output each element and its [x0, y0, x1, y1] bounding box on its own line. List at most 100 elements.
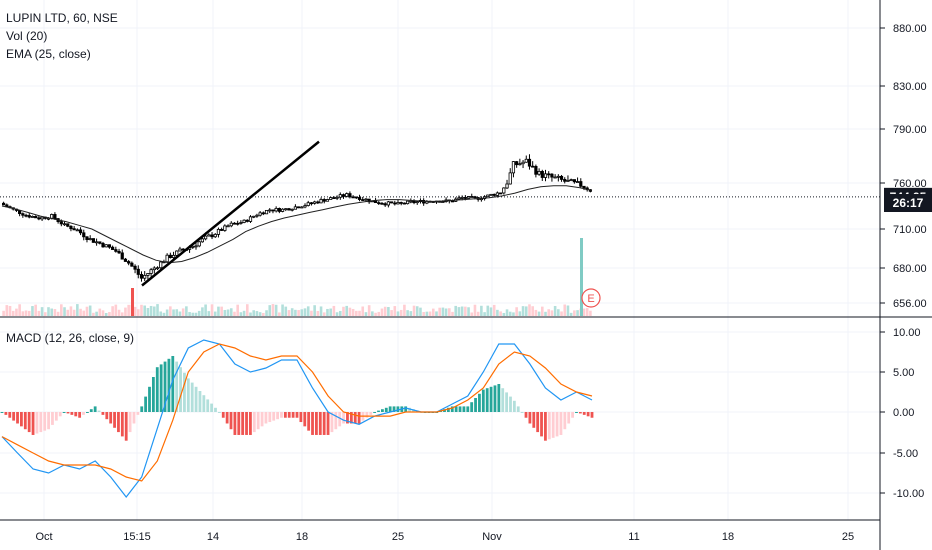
volume-bar [8, 305, 12, 316]
candle [412, 199, 416, 205]
macd-hist-bar [210, 403, 214, 412]
candle [518, 158, 522, 166]
candle [220, 227, 224, 232]
time-tick-label: 25 [842, 531, 854, 543]
macd-hist-bar [31, 412, 35, 435]
volume-bar [140, 304, 143, 316]
candle [444, 197, 448, 203]
macd-hist-bar [51, 412, 54, 425]
volume-bar [531, 306, 534, 316]
volume-bar [43, 312, 47, 316]
vol-legend[interactable]: Vol (20) [6, 29, 48, 43]
volume-bar [425, 311, 429, 316]
candle [559, 174, 564, 182]
volume-bar [473, 304, 477, 316]
candle [197, 240, 201, 248]
volume-bar [496, 309, 499, 316]
grid [0, 0, 880, 520]
macd-hist-bar [190, 382, 194, 412]
volume-bar [329, 308, 332, 316]
ema-legend[interactable]: EMA (25, close) [6, 47, 91, 61]
macd-hist-bar [559, 412, 563, 435]
volume-bar [229, 308, 233, 316]
macd-hist-bar [544, 412, 547, 441]
candle [82, 229, 86, 241]
volume-bar [258, 312, 262, 316]
candle [91, 238, 95, 243]
candle [284, 208, 288, 212]
volume-bar [165, 309, 169, 316]
macd-hist-bar [338, 412, 342, 427]
volume-bar [249, 312, 252, 316]
macd-axis: 10.00 5.00 0.00 -5.00 -10.00 [880, 327, 924, 500]
candle [78, 227, 83, 236]
macd-legend[interactable]: MACD (12, 26, close, 9) [6, 331, 135, 345]
volume-bar [15, 308, 18, 316]
volume-bar [213, 311, 217, 316]
volume-bar [342, 306, 345, 316]
candle [389, 201, 394, 204]
macd-hist-bar [384, 407, 388, 412]
volume-bar [358, 310, 361, 316]
macd-hist-bar [4, 412, 8, 415]
candle [155, 266, 160, 271]
macd-hist-bar [315, 412, 318, 435]
candle [37, 215, 41, 221]
price-tick-label: 710.00 [893, 224, 927, 236]
macd-hist-bar [512, 400, 516, 412]
macd-tick-label: 5.00 [893, 367, 914, 379]
macd-hist-bar [186, 378, 190, 412]
candle [476, 197, 480, 202]
candle [271, 209, 275, 214]
volume-bar [143, 305, 146, 316]
volume-bar [515, 307, 518, 316]
time-tick-label: 18 [296, 531, 308, 543]
volume-bar [444, 308, 448, 316]
earnings-marker[interactable]: E [581, 288, 601, 308]
macd-hist-bar [237, 412, 241, 435]
trendline[interactable] [141, 140, 320, 287]
candle [399, 201, 403, 206]
candle [236, 220, 240, 226]
volume-bar [557, 309, 560, 316]
price-tick-label: 760.00 [893, 178, 927, 190]
volume-bar [322, 312, 326, 316]
macd-hist-bar [214, 407, 217, 412]
macd-hist-bar [35, 412, 39, 434]
macd-tick-label: 0.00 [893, 407, 914, 419]
symbol-title[interactable]: LUPIN LTD, 60, NSE [6, 11, 118, 25]
volume-bar [476, 311, 480, 316]
volume-bar [441, 307, 445, 316]
macd-hist-bar [322, 412, 326, 435]
macd-hist-bar [136, 412, 140, 415]
time-tick-label: 15:15 [123, 531, 151, 543]
candle [66, 223, 70, 228]
volume-bar [56, 311, 60, 316]
macd-hist-bar [396, 406, 400, 412]
candle [274, 206, 278, 213]
candle [242, 219, 246, 224]
macd-hist-bar [78, 412, 82, 418]
macd-hist-bar [276, 412, 279, 420]
candle [547, 171, 551, 179]
macd-hist-bar [148, 386, 151, 412]
volume-bar [310, 310, 313, 316]
volume-bar [470, 312, 474, 316]
volume-bar [136, 309, 140, 316]
macd-hist-bar [12, 412, 16, 421]
macd-hist-bar [74, 412, 78, 417]
macd-hist-bar [194, 386, 198, 412]
macd-hist-bar [241, 412, 245, 435]
volume-bar [534, 309, 538, 316]
macd-hist-bar [408, 407, 411, 412]
macd-hist-bar [551, 412, 555, 438]
macd-hist-bar [497, 384, 501, 412]
macd-hist-bar [373, 412, 377, 413]
macd-hist-bar [446, 407, 450, 412]
candle [245, 219, 249, 223]
macd-hist-bar [183, 372, 186, 412]
macd-hist-bar [54, 412, 58, 421]
candle [75, 228, 79, 232]
candle [293, 204, 297, 210]
